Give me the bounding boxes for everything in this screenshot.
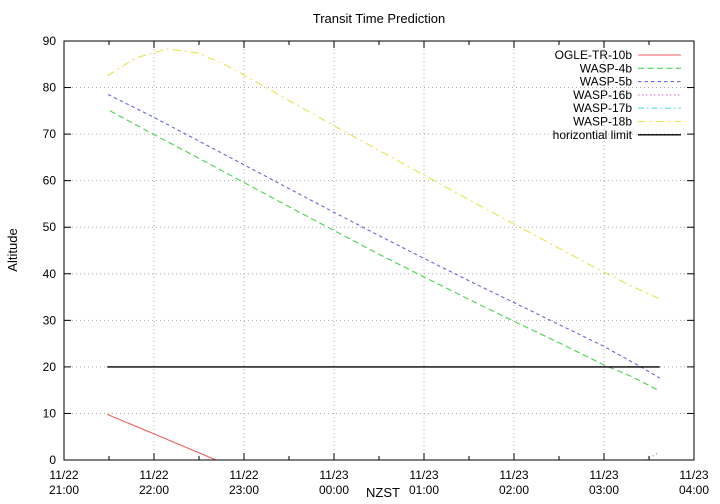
curve-wasp-16b xyxy=(645,452,660,461)
x-tick-label-date: 11/23 xyxy=(589,468,618,482)
y-tick-label: 30 xyxy=(43,313,57,327)
curve-wasp-4b xyxy=(109,110,661,392)
legend-label-wasp-4b: WASP-4b xyxy=(580,61,633,75)
x-tick-label-date: 11/23 xyxy=(319,468,348,482)
axis-ticks xyxy=(63,40,695,461)
y-tick-label: 80 xyxy=(43,81,57,95)
legend-label-wasp-16b: WASP-16b xyxy=(573,88,632,102)
x-tick-label-time: 23:00 xyxy=(229,483,259,497)
x-tick-label-time: 22:00 xyxy=(139,483,169,497)
legend-label-horizontial-limit: horizontial limit xyxy=(553,128,633,142)
x-tick-label-date: 11/22 xyxy=(229,468,258,482)
x-tick-label-time: 04:00 xyxy=(679,483,709,497)
y-axis-label: Altitude xyxy=(5,228,20,271)
y-tick-label: 90 xyxy=(43,34,57,48)
legend-label-wasp-5b: WASP-5b xyxy=(580,75,633,89)
curve-wasp-5b xyxy=(107,94,661,379)
chart-title: Transit Time Prediction xyxy=(313,11,445,26)
tick-labels: 11/2221:0011/2222:0011/2223:0011/2300:00… xyxy=(43,34,710,497)
legend: OGLE-TR-10bWASP-4bWASP-5bWASP-16bWASP-17… xyxy=(553,48,681,142)
y-tick-label: 10 xyxy=(43,406,57,420)
legend-label-wasp-18b: WASP-18b xyxy=(573,115,632,129)
x-tick-label-date: 11/23 xyxy=(679,468,708,482)
x-tick-label-time: 21:00 xyxy=(49,483,79,497)
y-tick-label: 70 xyxy=(43,127,57,141)
y-tick-label: 0 xyxy=(49,453,56,467)
x-tick-label-date: 11/22 xyxy=(49,468,78,482)
y-tick-label: 50 xyxy=(43,220,57,234)
x-tick-label-time: 02:00 xyxy=(499,483,529,497)
data-curves xyxy=(106,48,661,461)
x-tick-label-time: 03:00 xyxy=(589,483,619,497)
y-tick-label: 20 xyxy=(43,360,57,374)
curve-wasp-18b xyxy=(106,48,661,300)
x-tick-label-date: 11/23 xyxy=(499,468,528,482)
x-tick-label-time: 00:00 xyxy=(319,483,349,497)
x-axis-label: NZST xyxy=(366,485,400,500)
y-tick-label: 60 xyxy=(43,174,57,188)
legend-label-wasp-17b: WASP-17b xyxy=(573,101,632,115)
legend-label-ogle-tr-10b: OGLE-TR-10b xyxy=(555,48,633,62)
x-tick-label-time: 01:00 xyxy=(409,483,439,497)
y-tick-label: 40 xyxy=(43,267,57,281)
curve-ogle-tr-10b xyxy=(106,413,217,461)
x-tick-label-date: 11/22 xyxy=(139,468,168,482)
x-tick-label-date: 11/23 xyxy=(409,468,438,482)
